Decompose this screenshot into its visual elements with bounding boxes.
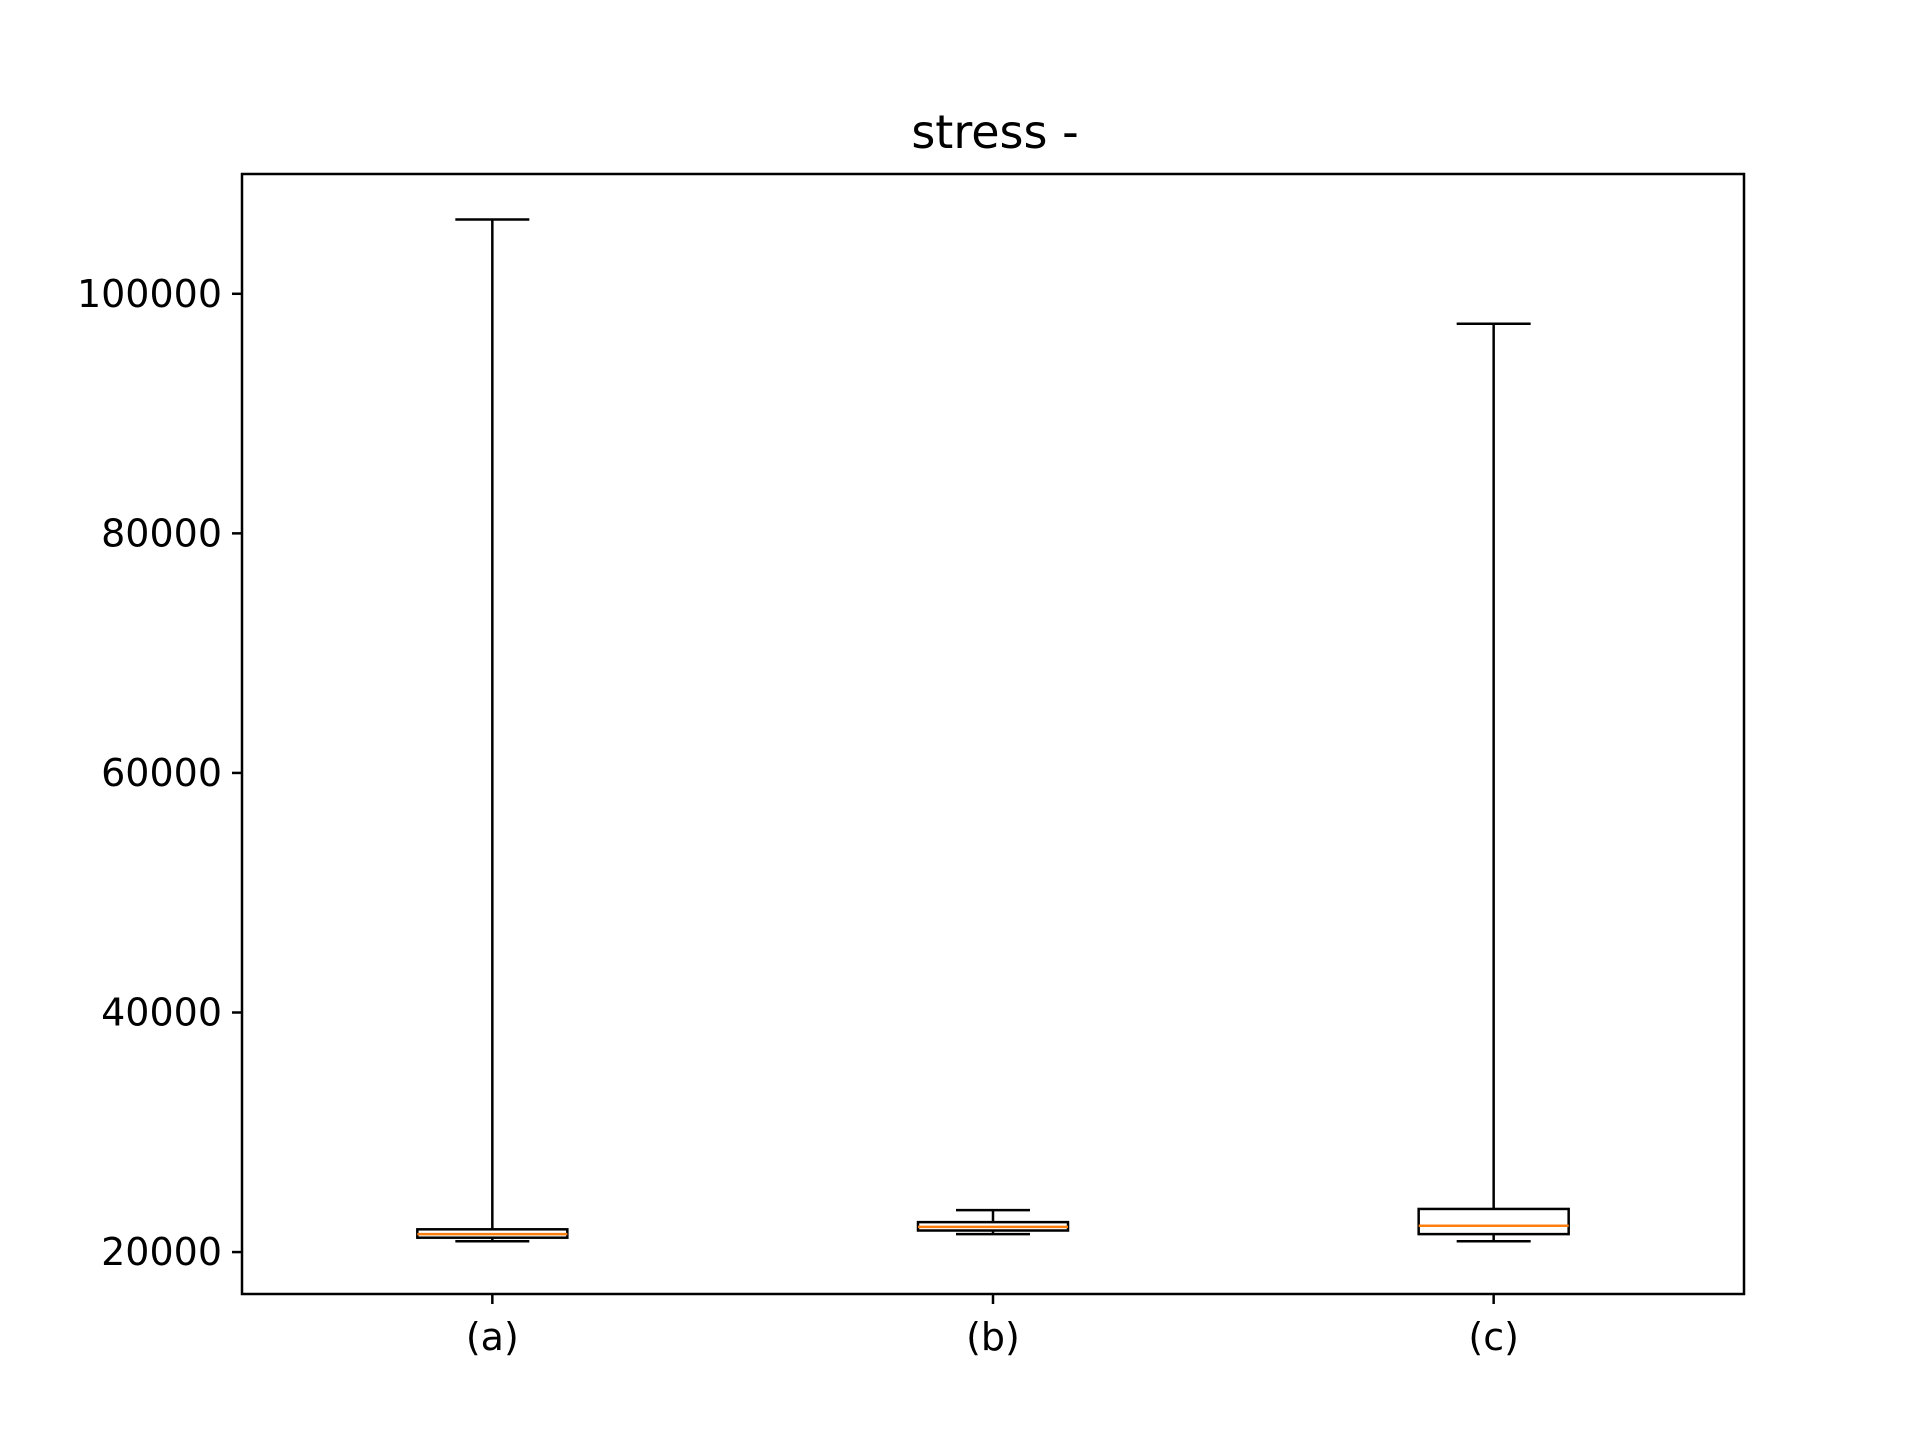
x-tick-label: (b): [966, 1315, 1020, 1359]
y-tick-label: 20000: [101, 1230, 222, 1274]
y-tick-label: 60000: [101, 751, 222, 795]
y-tick-label: 100000: [77, 272, 222, 316]
y-axis: 20000 40000 60000 80000 100000: [77, 272, 242, 1274]
plot-area-frame: [240, 172, 1746, 1296]
y-tick-label: 40000: [101, 991, 222, 1035]
iqr-box: [1417, 1207, 1570, 1236]
x-tick-label: (a): [466, 1315, 519, 1359]
box-series: [416, 218, 1570, 1243]
box-c: [1417, 322, 1570, 1243]
box-b: [916, 1208, 1070, 1236]
x-tick-label: (c): [1468, 1315, 1519, 1359]
box-a: [416, 218, 569, 1243]
x-axis: (a) (b) (c): [466, 1294, 1519, 1359]
chart-title: stress -: [911, 105, 1078, 159]
y-tick-label: 80000: [101, 511, 222, 555]
